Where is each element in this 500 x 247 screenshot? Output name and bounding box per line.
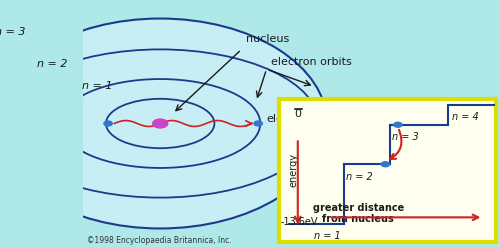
- Ellipse shape: [0, 19, 327, 228]
- Text: -13.6eV: -13.6eV: [280, 217, 318, 227]
- Text: n = 1: n = 1: [314, 231, 341, 241]
- Text: n = 1: n = 1: [82, 82, 113, 91]
- Circle shape: [152, 119, 168, 128]
- Text: n = 4: n = 4: [452, 112, 479, 122]
- Text: ©1998 Encyclopaedia Britannica, Inc.: ©1998 Encyclopaedia Britannica, Inc.: [87, 236, 232, 245]
- Circle shape: [394, 122, 402, 127]
- Text: electron orbits: electron orbits: [270, 57, 351, 67]
- Text: n = 2: n = 2: [36, 59, 67, 69]
- Circle shape: [104, 121, 112, 126]
- Text: greater distance
from nucleus: greater distance from nucleus: [312, 203, 404, 224]
- Text: n = 3: n = 3: [0, 27, 26, 37]
- FancyBboxPatch shape: [279, 99, 496, 242]
- Text: 0: 0: [294, 109, 302, 119]
- Circle shape: [254, 121, 262, 126]
- Text: electron: electron: [266, 114, 312, 124]
- Text: n = 2: n = 2: [346, 172, 372, 182]
- Text: n = 3: n = 3: [392, 132, 418, 142]
- Text: nucleus: nucleus: [246, 35, 289, 44]
- Text: energy: energy: [288, 153, 298, 187]
- Circle shape: [381, 162, 390, 167]
